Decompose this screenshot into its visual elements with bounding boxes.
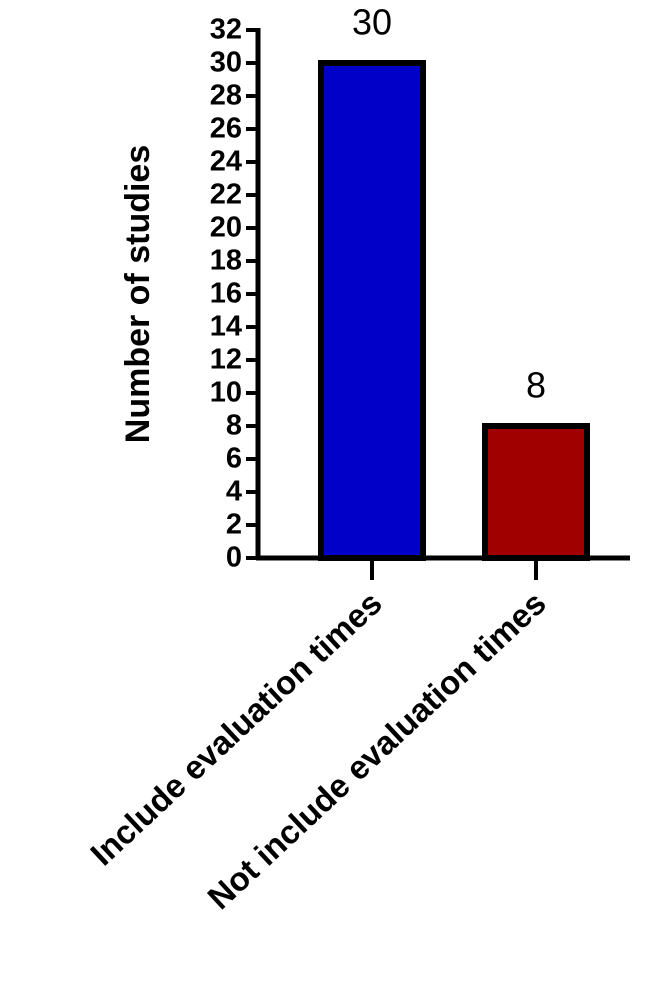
- y-tick-label: 0: [226, 542, 242, 574]
- x-tick-label: Not include evaluation times: [200, 584, 552, 916]
- y-tick-label: 16: [210, 278, 242, 310]
- y-tick-label: 8: [226, 410, 242, 442]
- y-tick-label: 30: [210, 47, 242, 79]
- y-tick-label: 26: [210, 113, 242, 145]
- y-tick-label: 32: [210, 14, 242, 46]
- bar: [482, 423, 590, 561]
- y-tick-label: 28: [210, 80, 242, 112]
- y-axis-label: Number of studies: [119, 145, 157, 443]
- y-tick-label: 4: [226, 476, 242, 508]
- x-tick-label: Include evaluation times: [83, 584, 389, 872]
- y-tick-label: 22: [210, 179, 242, 211]
- bar: [318, 60, 426, 561]
- y-tick-label: 24: [210, 146, 242, 178]
- y-tick-label: 20: [210, 212, 242, 244]
- value-label: 30: [352, 2, 392, 43]
- y-tick-label: 10: [210, 377, 242, 409]
- y-tick-label: 12: [210, 344, 242, 376]
- y-tick-label: 18: [210, 245, 242, 277]
- value-label: 8: [526, 365, 546, 406]
- y-tick-label: 6: [226, 443, 242, 475]
- y-tick-label: 2: [226, 509, 242, 541]
- y-tick-label: 14: [210, 311, 242, 343]
